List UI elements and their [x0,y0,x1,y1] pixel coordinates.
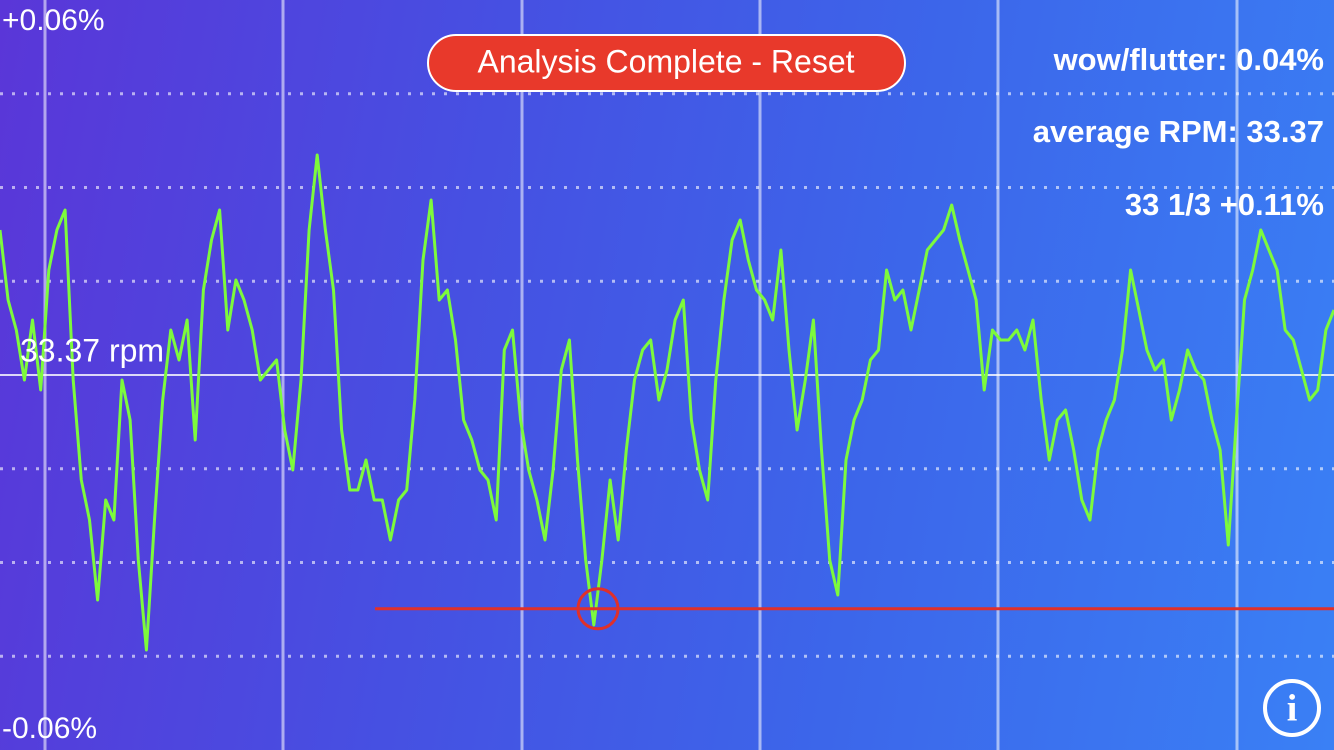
button-background[interactable] [427,34,906,92]
y-tick-label: +0.06% [2,4,105,37]
tick-labels: +0.06% 33.37 rpm -0.06% [2,4,164,745]
button-label[interactable]: Analysis Complete - Reset [477,43,854,79]
info-button[interactable]: i [1263,679,1321,737]
center-label: 33.37 rpm [20,332,164,368]
stat-speed-deviation: 33 1/3 +0.11% [1125,187,1324,222]
rpm-line [0,153,1334,652]
series [0,153,1334,652]
info-circle[interactable] [1263,679,1321,737]
info-icon[interactable]: i [1287,688,1298,730]
stat-wow-flutter: wow/flutter: 0.04% [1053,42,1324,77]
y-tick-label: -0.06% [2,712,97,745]
marker-circle [576,587,620,631]
reset-button[interactable]: Analysis Complete - Reset [427,34,906,92]
stat-average-rpm: average RPM: 33.37 [1033,114,1324,149]
